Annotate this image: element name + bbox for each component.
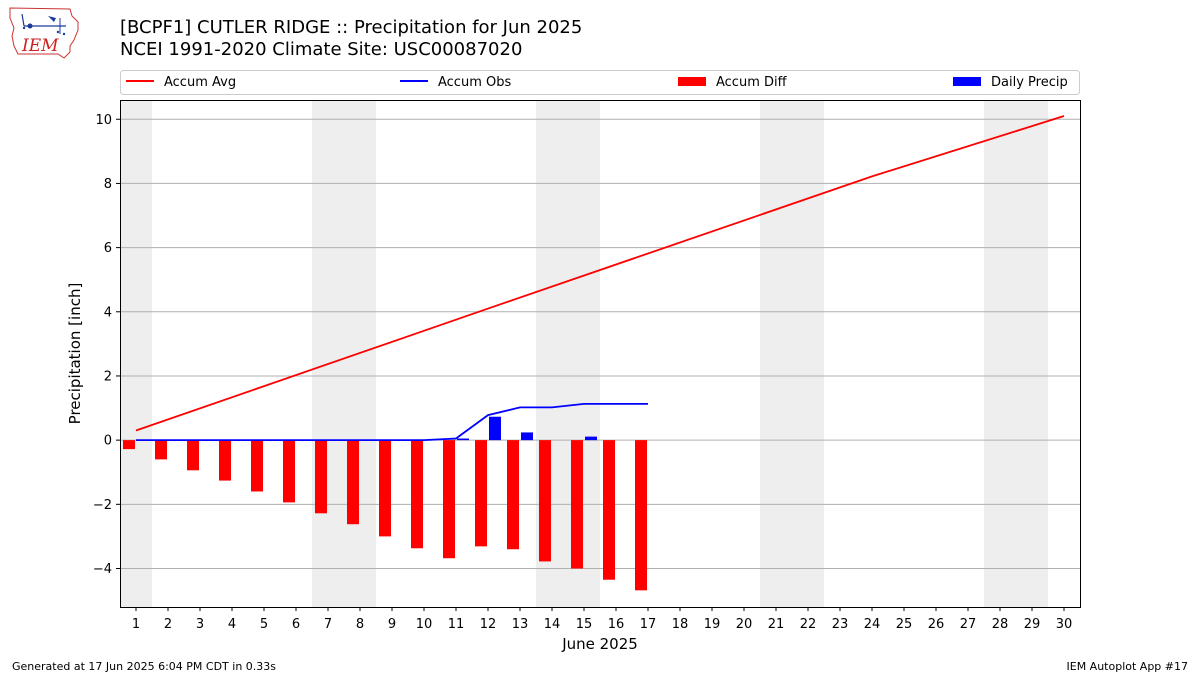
x-axis: 1 2 3 4 5 6 7 8 9 10 11 12 13 14 15 16 17 18 19 20 21 22 23 24 2… xyxy=(132,607,1072,653)
chart-title: [BCPF1] CUTLER RIDGE :: Precipitation fo… xyxy=(120,17,583,38)
y-tick-label: −4 xyxy=(93,562,112,577)
accum-obs-line xyxy=(136,402,648,442)
x-tick-label: 23 xyxy=(832,617,849,632)
chart-subtitle: NCEI 1991-2020 Climate Site: USC00087020 xyxy=(120,39,523,60)
legend-swatch xyxy=(953,77,981,86)
accum-diff-bar xyxy=(219,440,231,481)
x-tick-label: 8 xyxy=(356,617,364,632)
app-note: IEM Autoplot App #17 xyxy=(1066,660,1189,673)
daily-precip-bar xyxy=(585,436,597,441)
grid-lines xyxy=(120,118,1080,569)
y-tick-label: 2 xyxy=(104,369,112,384)
x-tick-label: 1 xyxy=(132,617,140,632)
accum-diff-bar xyxy=(379,440,391,537)
daily-precip-bar xyxy=(489,416,501,441)
y-tick-label: 8 xyxy=(104,177,112,192)
legend-label: Daily Precip xyxy=(991,75,1068,90)
legend-label: Accum Avg xyxy=(164,75,236,90)
logo-text: IEM xyxy=(22,36,59,56)
accum-diff-bar xyxy=(347,440,359,525)
x-tick-label: 2 xyxy=(164,617,172,632)
x-tick-label: 6 xyxy=(292,617,300,632)
iowa-map-icon xyxy=(9,7,79,59)
x-tick-label: 12 xyxy=(480,617,497,632)
x-tick-label: 10 xyxy=(416,617,433,632)
weekend-band xyxy=(760,100,824,607)
accum-diff-bar xyxy=(283,440,295,503)
legend-label: Accum Diff xyxy=(716,75,788,90)
legend-box xyxy=(120,70,1080,95)
legend-label: Accum Obs xyxy=(438,75,511,90)
x-tick-label: 11 xyxy=(448,617,465,632)
y-tick-label: 4 xyxy=(104,305,112,320)
weekend-band xyxy=(984,100,1048,607)
accum-diff-bar xyxy=(411,440,423,549)
x-tick-label: 15 xyxy=(576,617,593,632)
x-tick-label: 22 xyxy=(800,617,817,632)
accum-diff-bar xyxy=(155,440,167,460)
legend-swatch xyxy=(678,77,706,86)
generated-note: Generated at 17 Jun 2025 6:04 PM CDT in … xyxy=(12,660,277,673)
accum-diff-bar xyxy=(507,440,519,550)
y-tick-label: 10 xyxy=(95,113,112,128)
x-tick-label: 29 xyxy=(1024,617,1041,632)
x-tick-label: 17 xyxy=(640,617,657,632)
x-tick-label: 26 xyxy=(928,617,945,632)
x-tick-label: 14 xyxy=(544,617,561,632)
accum-diff-bar xyxy=(475,440,487,547)
plot-frame xyxy=(120,100,1081,608)
x-tick-label: 3 xyxy=(196,617,204,632)
y-tick-label: 6 xyxy=(104,241,112,256)
daily-precip-bar xyxy=(457,438,469,441)
accum-diff-bar xyxy=(251,440,263,492)
x-tick-label: 9 xyxy=(388,617,396,632)
accum-diff-bar xyxy=(571,440,583,569)
accum-diff-bars xyxy=(123,440,647,591)
x-tick-label: 30 xyxy=(1056,617,1073,632)
daily-precip-bars xyxy=(457,416,597,441)
y-axis-label: Precipitation [inch] xyxy=(66,283,84,425)
x-tick-label: 27 xyxy=(960,617,977,632)
x-tick-label: 18 xyxy=(672,617,689,632)
x-tick-label: 5 xyxy=(260,617,268,632)
x-tick-label: 28 xyxy=(992,617,1009,632)
y-tick-label: −2 xyxy=(93,498,112,513)
weekend-bands xyxy=(120,100,1048,607)
accum-avg-line xyxy=(135,115,1065,432)
accum-diff-bar xyxy=(603,440,615,580)
y-axis: −4 −2 0 2 4 6 8 10 Precipitation [inch] xyxy=(66,113,120,577)
accum-diff-bar xyxy=(187,440,199,471)
x-tick-label: 13 xyxy=(512,617,529,632)
accum-diff-bar xyxy=(635,440,647,591)
accum-diff-bar xyxy=(539,440,551,562)
x-tick-label: 4 xyxy=(228,617,236,632)
accum-diff-bar xyxy=(443,440,455,559)
x-tick-label: 19 xyxy=(704,617,721,632)
x-tick-label: 7 xyxy=(324,617,332,632)
weekend-band xyxy=(120,100,152,607)
accum-diff-bar xyxy=(123,440,135,450)
x-tick-label: 21 xyxy=(768,617,785,632)
x-tick-label: 20 xyxy=(736,617,753,632)
iem-logo: IEM xyxy=(8,6,82,60)
weekend-band xyxy=(312,100,376,607)
daily-precip-bar xyxy=(521,432,533,441)
x-axis-label: June 2025 xyxy=(561,635,638,653)
x-tick-label: 16 xyxy=(608,617,625,632)
x-tick-label: 24 xyxy=(864,617,881,632)
x-tick-label: 25 xyxy=(896,617,913,632)
accum-diff-bar xyxy=(315,440,327,514)
series-lines xyxy=(135,115,1065,442)
legend: Accum Avg Accum Obs Accum Diff Daily Precip xyxy=(120,70,1080,95)
y-tick-label: 0 xyxy=(104,434,112,449)
